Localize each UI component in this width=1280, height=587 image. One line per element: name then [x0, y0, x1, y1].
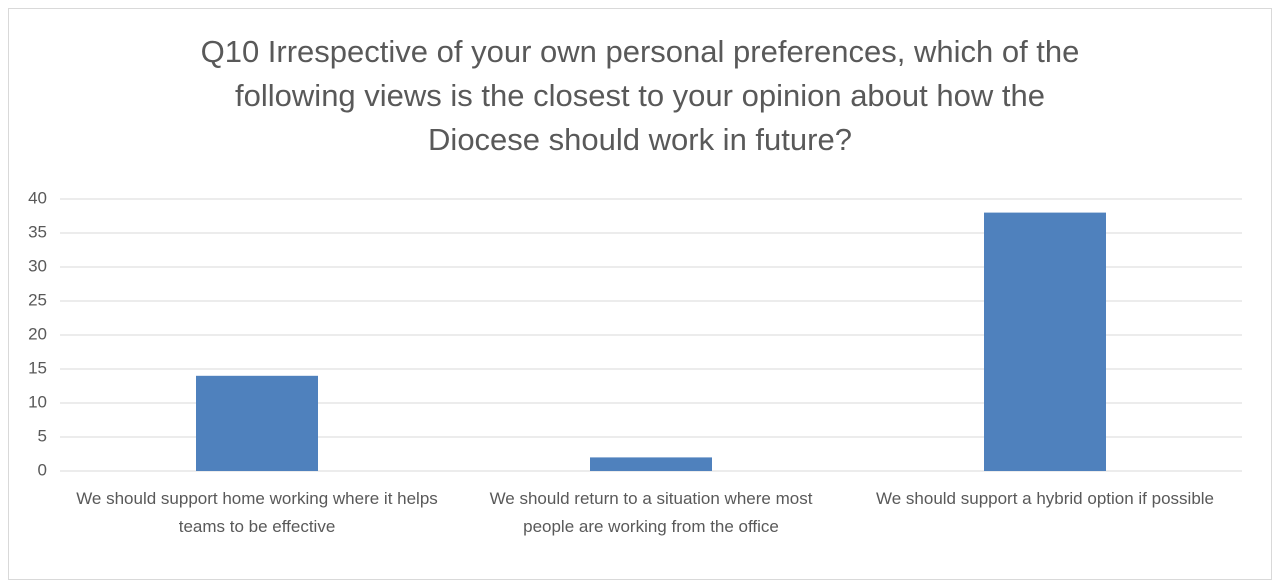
chart-title: Q10 Irrespective of your own personal pr…	[200, 34, 1080, 157]
y-tick-label: 5	[38, 426, 47, 445]
x-tick-label: We should support a hybrid option if pos…	[876, 489, 1214, 508]
y-tick-label: 20	[28, 324, 47, 343]
bar	[590, 457, 712, 471]
bar	[196, 375, 318, 471]
bar	[984, 212, 1106, 471]
y-tick-label: 25	[28, 290, 47, 309]
y-tick-label: 40	[28, 188, 47, 207]
y-tick-label: 0	[38, 460, 47, 479]
y-tick-label: 35	[28, 222, 47, 241]
x-tick-label: We should return to a situation where mo…	[489, 489, 813, 536]
x-tick-label: We should support home working where it …	[76, 489, 438, 536]
y-tick-label: 10	[28, 392, 47, 411]
y-tick-label: 30	[28, 256, 47, 275]
y-tick-label: 15	[28, 358, 47, 377]
